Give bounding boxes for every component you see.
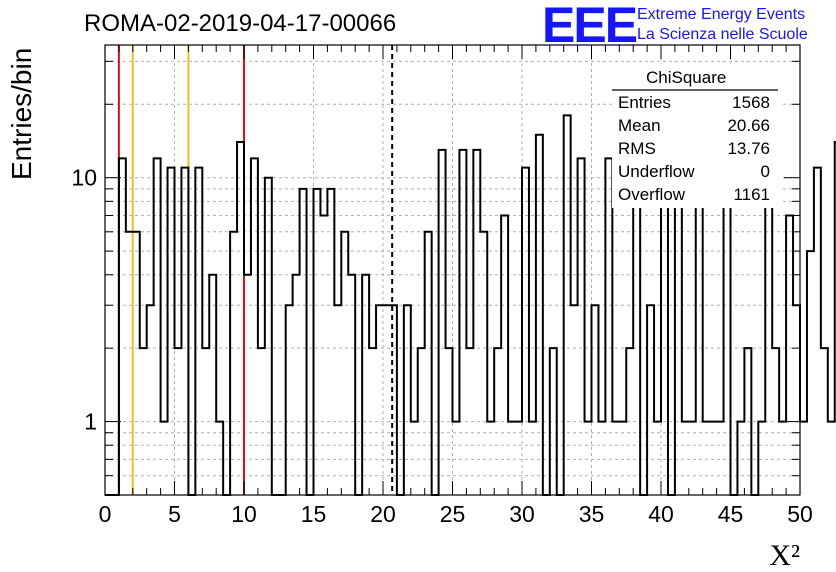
stat-label-rms: RMS (618, 139, 656, 158)
stat-label-mean: Mean (618, 116, 661, 135)
x-tick-label: 20 (370, 501, 396, 527)
stat-value-entries: 1568 (732, 93, 770, 112)
stat-value-mean: 20.66 (727, 116, 770, 135)
y-tick-label: 10 (71, 165, 97, 191)
x-tick-label: 5 (168, 501, 181, 527)
stat-value-overflow: 1161 (733, 185, 770, 204)
x-tick-label: 25 (440, 501, 466, 527)
x-tick-label: 15 (301, 501, 327, 527)
x-axis-label: X² (769, 539, 800, 572)
logo-line-1: Extreme Energy Events (637, 6, 806, 23)
histogram-series (105, 114, 836, 496)
eee-logo: EEE (542, 0, 638, 53)
y-tick-label: 1 (84, 409, 97, 435)
x-tick-label: 35 (579, 501, 605, 527)
x-tick-label: 0 (99, 501, 112, 527)
stats-box (612, 64, 780, 208)
x-tick-label: 45 (718, 501, 744, 527)
x-tick-label: 40 (648, 501, 674, 527)
stat-value-underflow: 0 (760, 162, 770, 181)
stat-value-rms: 13.76 (727, 139, 770, 158)
x-tick-label: 30 (509, 501, 535, 527)
y-axis-label: Entries/bin (6, 47, 37, 180)
stats-title: ChiSquare (646, 68, 727, 87)
stat-label-entries: Entries (618, 93, 671, 112)
stat-label-underflow: Underflow (618, 162, 695, 181)
logo-line-2: La Scienza nelle Scuole (637, 26, 808, 43)
chart-title: ROMA-02-2019-04-17-00066 (84, 10, 397, 37)
stat-label-overflow: Overflow (618, 185, 686, 204)
x-tick-label: 50 (787, 501, 813, 527)
x-tick-label: 10 (231, 501, 257, 527)
